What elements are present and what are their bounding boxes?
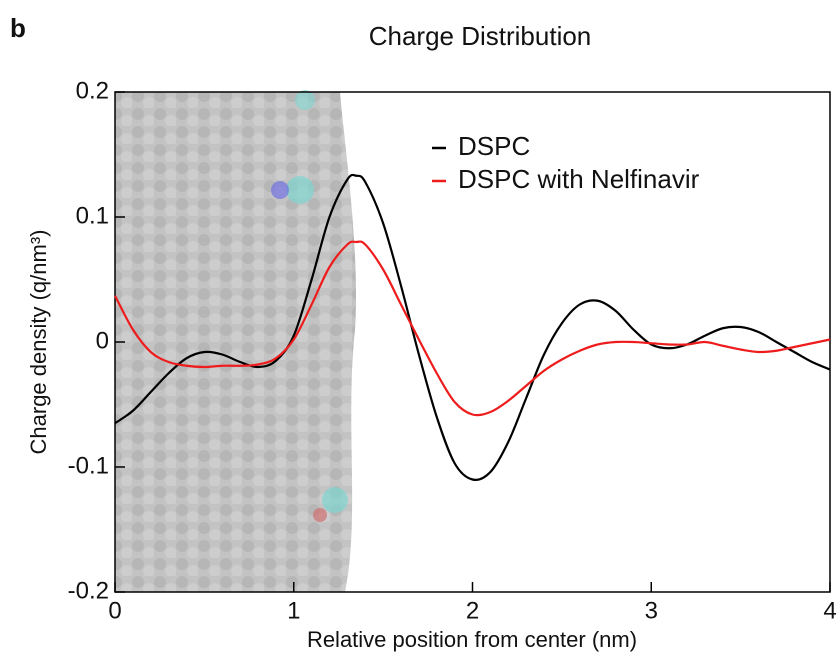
x-tick-label: 2 xyxy=(466,597,479,624)
y-tick-label: 0.1 xyxy=(76,202,109,229)
x-tick-label: 1 xyxy=(287,597,300,624)
y-tick-label: -0.1 xyxy=(68,452,109,479)
panel-label: b xyxy=(10,13,26,43)
data-line xyxy=(114,240,831,417)
data-line xyxy=(114,173,831,481)
legend-label: DSPC xyxy=(458,131,530,161)
legend-label: DSPC with Nelfinavir xyxy=(458,164,700,194)
x-tick-label: 4 xyxy=(823,597,836,624)
y-axis-label: Charge density (q/nm³) xyxy=(26,230,51,455)
membrane-image xyxy=(115,90,357,592)
x-tick-label: 3 xyxy=(645,597,658,624)
y-tick-label: 0.2 xyxy=(76,77,109,104)
x-axis-label: Relative position from center (nm) xyxy=(307,627,637,652)
y-tick-label: -0.2 xyxy=(68,577,109,604)
chart-title: Charge Distribution xyxy=(369,21,592,51)
x-tick-label: 0 xyxy=(108,597,121,624)
y-tick-label: 0 xyxy=(96,327,109,354)
